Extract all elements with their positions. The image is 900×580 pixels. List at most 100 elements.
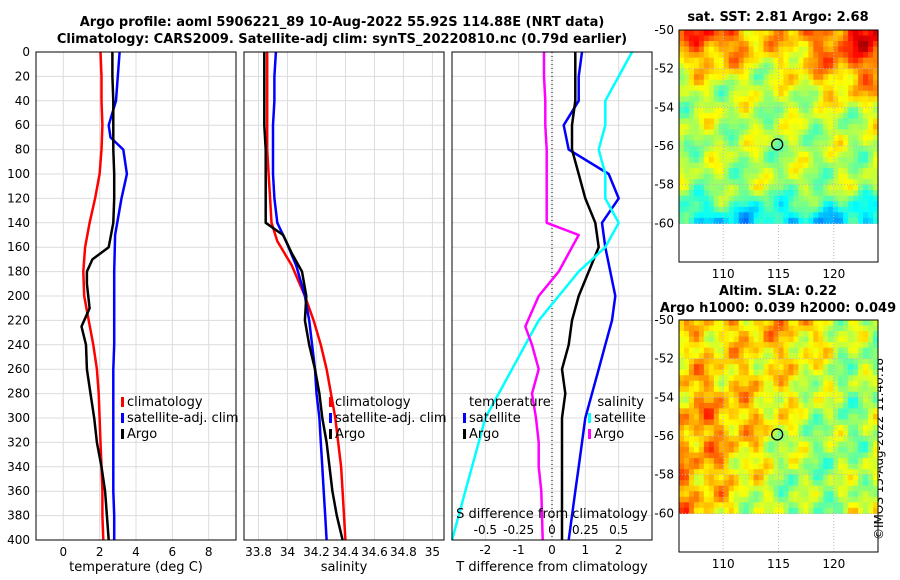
map-cell	[838, 375, 844, 382]
map-cell	[848, 463, 854, 470]
map-cell	[803, 112, 809, 119]
map-cell	[753, 184, 760, 191]
map-cell	[828, 140, 834, 147]
map-cell	[688, 123, 695, 131]
map-cell	[758, 507, 765, 514]
map-cell	[723, 502, 730, 509]
map-cell	[703, 68, 710, 75]
map-cell	[808, 151, 814, 158]
map-cell	[873, 30, 879, 37]
map-cell	[838, 168, 844, 175]
map-cell	[679, 107, 685, 114]
map-cell	[728, 96, 735, 103]
map-cell	[843, 63, 849, 70]
map-cell	[823, 496, 829, 503]
map-cell	[713, 491, 720, 498]
map-cell	[758, 140, 765, 147]
map-cell	[698, 157, 705, 164]
map-cell	[838, 491, 844, 498]
map-cell	[873, 184, 879, 191]
map-cell	[798, 157, 804, 164]
map-cell	[748, 347, 755, 354]
map-cell	[813, 146, 819, 153]
map-cell	[783, 463, 790, 470]
map-cell	[753, 325, 760, 332]
map-cell	[703, 507, 710, 514]
map-cell	[783, 491, 790, 498]
map-cell	[818, 375, 824, 382]
map-cell	[868, 195, 874, 202]
map-cell	[753, 496, 760, 503]
map-cell	[743, 320, 750, 327]
map-cell	[853, 436, 859, 443]
map-cell	[863, 469, 869, 476]
map-cell	[818, 430, 824, 437]
map-cell	[863, 480, 869, 487]
map-cell	[848, 195, 854, 202]
map-cell	[743, 502, 750, 509]
map-cell	[868, 496, 874, 503]
map-cell	[713, 206, 720, 213]
diff-t-axis-label: T difference from climatology	[455, 560, 648, 575]
map-cell	[738, 134, 745, 142]
map-cell	[693, 85, 700, 92]
map-cell	[683, 52, 690, 59]
map-cell	[693, 397, 700, 404]
map-cell	[768, 424, 775, 432]
map-cell	[848, 90, 854, 97]
map-cell	[753, 30, 760, 37]
map-cell	[818, 436, 824, 443]
map-cell	[693, 424, 700, 432]
map-cell	[683, 41, 690, 48]
depth-tick-label: 160	[7, 240, 30, 254]
map-cell	[868, 90, 874, 97]
map-cell	[683, 184, 690, 191]
map-cell	[693, 458, 700, 465]
map-cell	[838, 331, 844, 338]
map-cell	[763, 217, 770, 224]
map-cell	[868, 358, 874, 365]
map-cell	[863, 90, 869, 97]
map-cell	[773, 41, 780, 48]
map-cell	[748, 397, 755, 404]
map-cell	[828, 436, 834, 443]
map-cell	[863, 118, 869, 125]
map-cell	[718, 52, 725, 59]
map-cell	[733, 507, 740, 514]
map-cell	[738, 129, 745, 136]
map-cell	[743, 101, 750, 108]
map-cell	[768, 375, 775, 382]
map-cell	[703, 447, 710, 454]
map-cell	[723, 85, 730, 92]
map-cell	[768, 436, 775, 443]
map-cell	[838, 502, 844, 509]
map-cell	[733, 85, 740, 92]
map-cell	[708, 496, 715, 503]
map-cell	[783, 458, 790, 465]
map-cell	[833, 386, 839, 393]
map-cell	[778, 101, 785, 108]
map-cell	[863, 63, 869, 70]
map-cell	[833, 325, 839, 332]
map-cell	[758, 342, 765, 349]
map-cell	[738, 485, 745, 492]
map-cell	[728, 413, 735, 421]
map-cell	[718, 57, 725, 64]
map-cell	[743, 458, 750, 465]
map-cell	[838, 195, 844, 202]
map-cell	[753, 173, 760, 180]
map-cell	[693, 496, 700, 503]
map-cell	[798, 146, 804, 153]
map-cell	[838, 190, 844, 197]
map-cell	[733, 397, 740, 404]
map-cell	[753, 201, 760, 208]
map-cell	[718, 391, 725, 398]
map-cell	[838, 118, 844, 125]
map-cell	[773, 101, 780, 108]
map-cell	[743, 375, 750, 382]
map-cell	[743, 168, 750, 175]
map-cell	[823, 57, 829, 64]
map-cell	[708, 206, 715, 213]
map-cell	[743, 46, 750, 53]
map-cell	[718, 168, 725, 175]
